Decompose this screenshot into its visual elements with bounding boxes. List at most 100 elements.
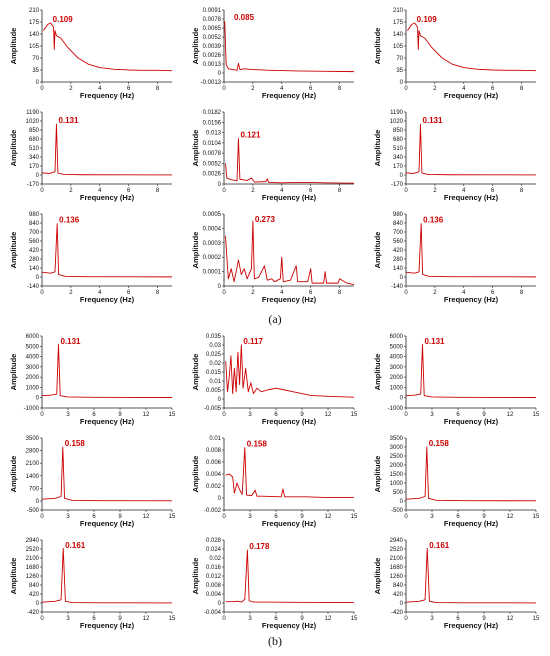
y-tick-label: 1190 <box>390 110 404 116</box>
peak-value-label: 0.158 <box>247 440 268 449</box>
x-tick-label: 8 <box>156 188 160 194</box>
x-axis-label: Frequency (Hz) <box>262 621 317 630</box>
y-tick-label: 420 <box>393 248 404 254</box>
y-tick-label: -500 <box>27 508 40 514</box>
y-tick-label: 0 <box>36 275 40 281</box>
series-line <box>405 123 537 176</box>
y-axis-label: Amplitude <box>191 130 200 167</box>
chart-panel-b-2: -0.005 0 0.005 0.01 0.015 0.02 0.025 0.03 0.035 0… <box>190 330 360 432</box>
y-tick-label: 500 <box>393 490 404 496</box>
y-tick-label: 2500 <box>390 454 404 460</box>
y-tick-label: 0.004 <box>206 472 222 478</box>
x-tick-label: 3 <box>248 514 252 520</box>
y-tick-label: 140 <box>29 32 40 38</box>
x-tick-label: 6 <box>92 616 96 622</box>
y-axis-label: Amplitude <box>9 28 18 65</box>
x-tick-label: 4 <box>98 86 102 92</box>
series-line <box>41 547 173 604</box>
x-tick-label: 4 <box>280 86 284 92</box>
x-tick-label: 9 <box>118 412 122 418</box>
y-tick-label: 0.02 <box>209 556 221 562</box>
y-tick-label: 1400 <box>26 474 40 480</box>
x-tick-label: 3 <box>66 616 70 622</box>
y-tick-label: 210 <box>29 8 40 14</box>
peak-value-label: 0.158 <box>65 439 86 448</box>
y-tick-label: 0 <box>218 284 222 290</box>
y-tick-label: -500 <box>391 508 404 514</box>
y-tick-label: 0.015 <box>206 370 222 376</box>
y-tick-label: 0.0004 <box>203 226 222 232</box>
x-axis-label: Frequency (Hz) <box>262 91 317 100</box>
x-axis-label: Frequency (Hz) <box>444 193 499 202</box>
y-tick-label: 0.01 <box>209 436 221 442</box>
y-tick-label: 0.008 <box>206 583 222 589</box>
y-tick-label: 0.004 <box>206 592 222 598</box>
x-axis-label: Frequency (Hz) <box>80 621 135 630</box>
y-tick-label: 105 <box>393 44 404 50</box>
x-tick-label: 12 <box>325 412 332 418</box>
y-tick-label: 280 <box>29 257 40 263</box>
series-line <box>224 138 355 184</box>
series-line <box>41 343 173 398</box>
x-tick-label: 9 <box>482 412 486 418</box>
peak-value-label: 0.136 <box>59 216 80 225</box>
y-tick-label: 560 <box>29 239 40 245</box>
x-tick-label: 8 <box>156 290 160 296</box>
y-tick-label: 420 <box>29 248 40 254</box>
y-axis-label: Amplitude <box>373 232 382 269</box>
x-tick-label: 6 <box>127 290 131 296</box>
y-tick-label: 3000 <box>26 365 40 371</box>
x-tick-label: 6 <box>127 86 131 92</box>
y-tick-label: 6000 <box>26 334 40 340</box>
x-tick-label: 9 <box>482 514 486 520</box>
peak-value-label: 0.131 <box>58 116 79 125</box>
series-line <box>407 22 537 72</box>
y-axis-label: Amplitude <box>373 354 382 391</box>
x-tick-label: 6 <box>309 290 313 296</box>
x-tick-label: 8 <box>338 188 342 194</box>
y-tick-label: 850 <box>393 128 404 134</box>
y-tick-label: 0.0002 <box>203 255 222 261</box>
y-tick-label: 1260 <box>26 574 40 580</box>
chart-panel-b-4: -500 0 700 1400 2100 2800 3500 0 3 6 9 12 15 Frequenc… <box>8 432 178 534</box>
x-tick-label: 15 <box>169 412 176 418</box>
y-axis-label: Amplitude <box>191 232 200 269</box>
x-tick-label: 4 <box>98 188 102 194</box>
y-tick-label: 0 <box>36 396 40 402</box>
x-tick-label: 12 <box>325 616 332 622</box>
chart-panel-a-8: 0 0.0001 0.0002 0.0003 0.0004 0.0005 0 2 4 6 8 Freq… <box>190 208 360 310</box>
x-tick-label: 4 <box>462 86 466 92</box>
peak-value-label: 0.161 <box>429 541 450 550</box>
chart-panel-a-5: 0 0.0026 0.0052 0.0078 0.0104 0.013 0.0156 0.01… <box>190 106 360 208</box>
x-tick-label: 6 <box>456 514 460 520</box>
chart-panel-b-1: -1000 0 1000 2000 3000 4000 5000 6000 0 3 6 9 12 15 Fr… <box>8 330 178 432</box>
y-tick-label: 340 <box>393 155 404 161</box>
y-tick-label: -0.0013 <box>201 80 222 86</box>
y-tick-label: 0.03 <box>209 343 221 349</box>
peak-value-label: 0.109 <box>53 15 74 24</box>
x-tick-label: 12 <box>143 616 150 622</box>
y-tick-label: 0 <box>218 71 222 77</box>
y-tick-label: -140 <box>27 284 40 290</box>
x-tick-label: 6 <box>92 412 96 418</box>
x-tick-label: 15 <box>533 514 540 520</box>
x-tick-label: 8 <box>156 86 160 92</box>
series-line <box>224 220 355 286</box>
x-tick-label: 3 <box>430 514 434 520</box>
x-tick-label: 12 <box>143 412 150 418</box>
chart-panel-a-2: -0.0013 0 0.0013 0.0026 0.0039 0.0052 0.0065 0.… <box>190 4 360 106</box>
caption-a: (a) <box>268 312 282 326</box>
x-tick-label: 6 <box>491 86 495 92</box>
y-tick-label: 2940 <box>26 538 40 544</box>
y-tick-label: -170 <box>27 182 40 188</box>
y-tick-label: 510 <box>393 146 404 152</box>
y-tick-label: 1680 <box>390 565 404 571</box>
series-line <box>41 223 173 278</box>
y-tick-label: 0 <box>36 601 40 607</box>
x-tick-label: 3 <box>66 412 70 418</box>
y-tick-label: 420 <box>393 592 404 598</box>
x-tick-label: 3 <box>66 514 70 520</box>
x-tick-label: 0 <box>404 86 408 92</box>
